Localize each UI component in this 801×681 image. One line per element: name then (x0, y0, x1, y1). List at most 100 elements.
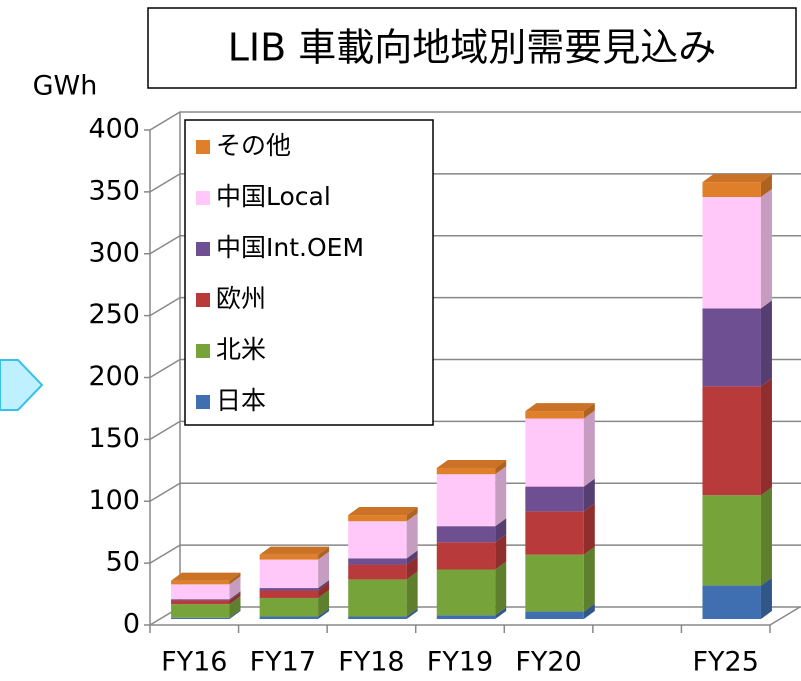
bar-segment (348, 521, 407, 559)
grid-line (149, 296, 801, 317)
bar-side (583, 478, 595, 512)
bar-side (495, 518, 507, 543)
y-tick-label: 350 (88, 175, 140, 206)
legend-label: 中国Local (216, 182, 331, 211)
bar-segment (348, 515, 407, 522)
bar-side (760, 378, 772, 496)
grid-line (149, 173, 801, 193)
bar-segment (525, 511, 584, 555)
x-tick-label: FY17 (250, 647, 316, 678)
grid-line (149, 358, 801, 379)
bar-side (583, 503, 595, 555)
grid-line (149, 111, 801, 131)
bar-side (583, 410, 595, 487)
bar-segment (436, 468, 496, 475)
y-axis-label: GWh (33, 71, 98, 102)
bar-top (702, 174, 772, 183)
bar-side (406, 571, 418, 617)
bar-segment (259, 597, 319, 617)
bar-segment (702, 308, 761, 387)
legend-label: その他 (216, 131, 291, 160)
bar-side (495, 561, 507, 616)
legend-label: 日本 (216, 386, 266, 415)
bar-segment (525, 418, 584, 487)
bar-segment (259, 588, 319, 591)
bar-side (406, 550, 418, 565)
bar-side (229, 591, 241, 601)
bar-segment (702, 386, 761, 496)
y-tick-label: 100 (88, 485, 140, 516)
bar-segment (259, 616, 319, 619)
y-tick-label: 150 (88, 423, 140, 454)
bar-side (760, 487, 772, 586)
y-tick-label: 250 (88, 299, 140, 330)
legend: 日本 北米 欧州 中国Int.OEM 中国Local その他 (184, 119, 434, 426)
bar-segment (348, 558, 407, 565)
legend-label: 中国Int.OEM (216, 233, 364, 262)
bar-segment (348, 579, 407, 617)
bar-segment (436, 542, 496, 570)
bar-side (229, 592, 241, 605)
bar-side (406, 513, 418, 559)
bar-side (495, 460, 507, 475)
bar-side (229, 572, 241, 585)
bar-segment (259, 590, 319, 598)
bar-side (318, 582, 330, 598)
bar-segment (171, 584, 230, 600)
bar-side (229, 576, 241, 600)
x-tick-label: FY25 (693, 647, 759, 678)
bar-segment (171, 604, 230, 618)
bar-segment (525, 611, 584, 619)
legend-label: 欧州 (216, 284, 266, 313)
legend-swatch (196, 395, 210, 409)
bar-side (760, 189, 772, 309)
bar-side (406, 608, 418, 619)
bar-segment (171, 599, 230, 601)
title-box (147, 7, 797, 89)
x-tick-label: FY19 (427, 647, 493, 678)
bar-side (318, 580, 330, 591)
bar-top (436, 460, 507, 469)
legend-swatch (196, 191, 210, 205)
bar-side (760, 300, 772, 387)
bar-side (229, 609, 241, 619)
x-tick-label: FY16 (161, 647, 227, 678)
bar-segment (525, 411, 584, 419)
bar-top (525, 403, 595, 412)
y-tick-label: 300 (88, 237, 140, 268)
bar-segment (348, 616, 407, 619)
y-tick-label: 400 (88, 114, 140, 145)
legend-box (184, 119, 434, 426)
legend-label: 北米 (216, 335, 266, 364)
bar-segment (702, 495, 761, 586)
bar-side (760, 577, 772, 619)
legend-swatch (196, 293, 210, 307)
bar-segment (171, 580, 230, 585)
bar-side (318, 546, 330, 560)
bar-segment (525, 486, 584, 512)
bar-segment (259, 559, 319, 589)
bar-segment (259, 554, 319, 560)
bar-segment (436, 569, 496, 616)
bar-segment (702, 197, 761, 309)
bar-side (406, 507, 418, 522)
bar-segment (171, 617, 230, 619)
bar-side (760, 174, 772, 198)
bar-segment (525, 554, 584, 612)
bar-side (583, 546, 595, 612)
bar-segment (436, 526, 496, 543)
legend-swatch (196, 344, 210, 358)
legend-swatch (196, 140, 210, 154)
bar-side (495, 466, 507, 527)
y-tick-label: 200 (88, 361, 140, 392)
bar-segment (436, 474, 496, 527)
bar-segment (702, 585, 761, 619)
bar-side (318, 589, 330, 617)
bar-segment (702, 182, 761, 198)
bar-side (583, 603, 595, 619)
bar-side (495, 534, 507, 570)
grid: 0 50 100 150 200 250 300 350 400 FY16 FY17 FY18 FY19… (88, 111, 801, 678)
chart-title: LIB 車載向地域別需要見込み (228, 26, 717, 70)
bar-side (406, 556, 418, 580)
bar-side (583, 403, 595, 419)
